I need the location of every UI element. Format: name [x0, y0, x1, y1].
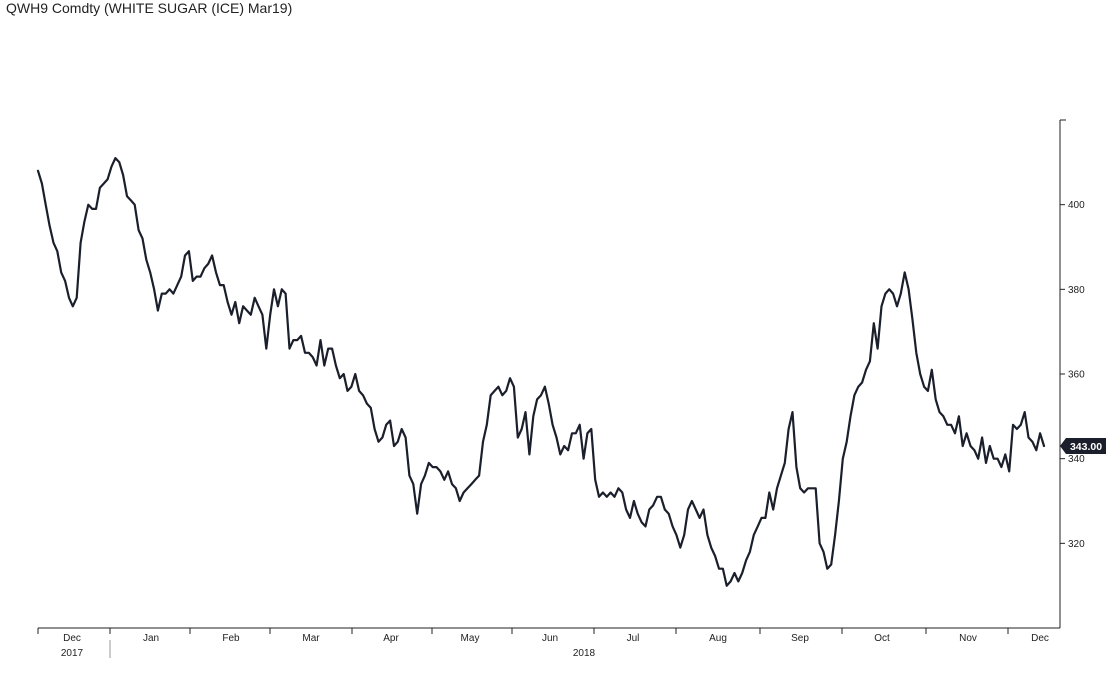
y-tick-label: 340 — [1068, 454, 1085, 465]
y-tick-label: 380 — [1068, 285, 1085, 296]
x-axis-ticks: Dec Jan Feb Mar Apr May Jun Jul Aug Sep Oct Nov Dec 2… — [37, 628, 1049, 659]
x-month-label: Feb — [222, 633, 240, 644]
y-tick-label: 360 — [1068, 370, 1085, 381]
last-value-badge: 343.00 — [1060, 437, 1106, 454]
x-month-label: Apr — [383, 633, 399, 644]
x-month-label: May — [461, 633, 480, 644]
x-month-label: Jan — [143, 633, 159, 644]
chart-title: QWH9 Comdty (WHITE SUGAR (ICE) Mar19) — [6, 0, 293, 16]
x-month-label: Mar — [302, 633, 320, 644]
y-axis-ticks: 320 340 360 380 400 — [1060, 200, 1085, 550]
x-month-label: Jul — [627, 633, 640, 644]
x-month-label: Oct — [874, 633, 890, 644]
x-month-label: Dec — [1031, 633, 1049, 644]
x-month-label: Aug — [709, 633, 727, 644]
x-month-label: Dec — [63, 633, 81, 644]
last-value-label: 343.00 — [1070, 441, 1102, 453]
x-year-label: 2018 — [573, 648, 596, 659]
x-month-label: Jun — [542, 633, 558, 644]
series-line — [36, 157, 1046, 587]
x-month-label: Nov — [959, 633, 977, 644]
last-value-badge-shape — [1060, 437, 1106, 454]
x-year-label: 2017 — [61, 648, 84, 659]
y-tick-label: 400 — [1068, 200, 1085, 211]
x-month-label: Sep — [791, 633, 809, 644]
y-tick-label: 320 — [1068, 539, 1085, 550]
